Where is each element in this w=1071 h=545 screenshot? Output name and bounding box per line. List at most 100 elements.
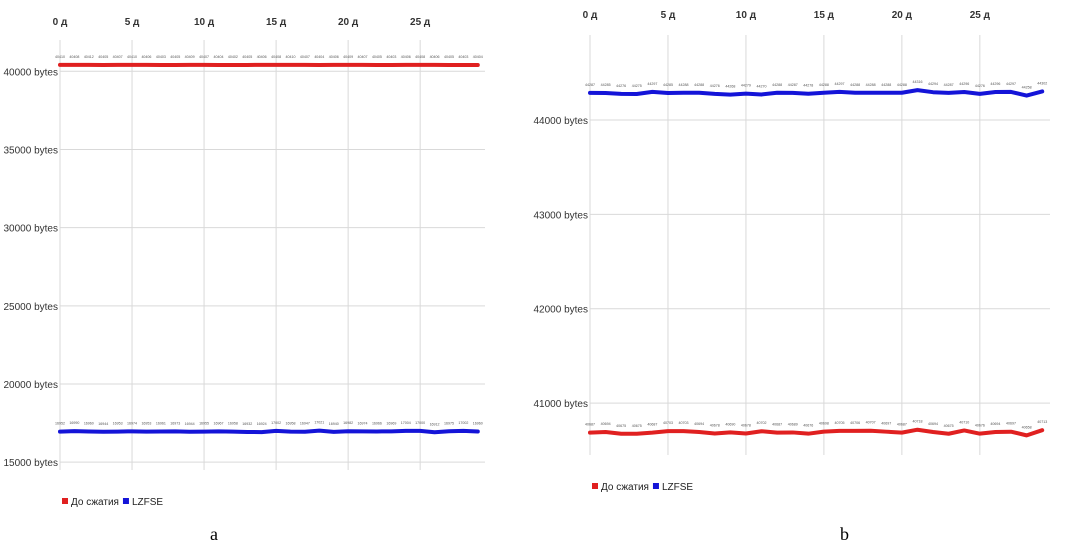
data-label: 40410 <box>55 55 65 59</box>
data-label: 16932 <box>242 422 252 426</box>
y-tick-label: 40000 bytes <box>4 67 59 78</box>
x-tick-label: 25 д <box>970 10 991 21</box>
subfigure-label-b: b <box>840 524 849 544</box>
data-label: 44288 <box>881 83 891 87</box>
data-label: 40408 <box>271 55 281 59</box>
data-label: 16953 <box>141 422 151 426</box>
data-label: 44285 <box>663 83 673 87</box>
data-label: 40675 <box>944 424 954 428</box>
data-label: 40675 <box>632 424 642 428</box>
x-tick-label: 0 д <box>53 17 68 28</box>
data-label: 40694 <box>694 422 704 426</box>
data-label: 16974 <box>358 421 368 425</box>
data-label: 40702 <box>757 421 767 425</box>
x-tick-label: 25 д <box>410 17 431 28</box>
data-label: 16982 <box>343 421 353 425</box>
data-label: 16961 <box>156 422 166 426</box>
data-label: 16990 <box>69 421 79 425</box>
x-tick-label: 20 д <box>338 17 359 28</box>
data-label: 16924 <box>257 422 267 426</box>
data-label: 40409 <box>343 55 353 59</box>
data-label: 40403 <box>156 55 166 59</box>
chart-b-svg: 0 д 5 д 10 д 15 д 20 д 25 д 44000 bytes 43000 b… <box>534 10 1050 493</box>
x-tick-label: 15 д <box>266 17 287 28</box>
data-label: 40687 <box>647 423 657 427</box>
y-tick-label: 35000 bytes <box>4 145 59 156</box>
data-label: 40404 <box>473 55 483 59</box>
data-label: 44288 <box>819 83 829 87</box>
data-label: 44288 <box>772 83 782 87</box>
legend-label: До сжатия <box>601 482 649 493</box>
x-tick-label: 20 д <box>892 10 913 21</box>
data-label: 40705 <box>834 421 844 425</box>
data-label: 40694 <box>928 422 938 426</box>
data-label: 44275 <box>632 84 642 88</box>
legend-swatch <box>122 498 129 504</box>
data-label: 44288 <box>866 83 876 87</box>
data-label: 17002 <box>271 421 281 425</box>
y-tick-label: 44000 bytes <box>534 116 589 127</box>
data-label: 17021 <box>314 421 324 425</box>
chart-panel-a: 0 д 5 д 10 д 15 д 20 д 25 д 40000 bytes 35000 b… <box>4 17 485 544</box>
data-label: 40687 <box>897 423 907 427</box>
data-label: 40407 <box>199 55 209 59</box>
data-label: 44302 <box>1037 81 1047 85</box>
data-label: 44287 <box>585 83 595 87</box>
data-label: 16973 <box>170 421 180 425</box>
data-label: 16960 <box>84 422 94 426</box>
data-label: 40405 <box>98 55 108 59</box>
data-label: 44268 <box>725 85 735 89</box>
data-label: 16947 <box>300 422 310 426</box>
data-label: 44296 <box>990 82 1000 86</box>
y-tick-label: 25000 bytes <box>4 302 59 313</box>
data-label: 44288 <box>897 83 907 87</box>
data-label: 40689 <box>788 422 798 426</box>
data-label: 16969 <box>386 421 396 425</box>
data-label: 40403 <box>458 55 468 59</box>
data-label: 44276 <box>710 84 720 88</box>
data-label: 16975 <box>444 421 454 425</box>
data-label: 40405 <box>170 55 180 59</box>
data-label: 16944 <box>185 422 195 426</box>
data-label: 40676 <box>975 424 985 428</box>
series-line-before-compression <box>588 427 1045 438</box>
y-tick-label: 30000 bytes <box>4 224 59 235</box>
x-tick-label: 10 д <box>736 10 757 21</box>
data-label: 40694 <box>990 422 1000 426</box>
data-label: 40678 <box>710 423 720 427</box>
data-label: 40698 <box>819 422 829 426</box>
data-label: 40658 <box>1022 425 1032 429</box>
data-label: 40407 <box>358 55 368 59</box>
data-label: 44297 <box>1006 82 1016 86</box>
series-line-lzfse <box>58 428 480 435</box>
legend-swatch <box>62 498 68 504</box>
data-label: 16944 <box>98 422 108 426</box>
chart-a-svg: 0 д 5 д 10 д 15 д 20 д 25 д 40000 bytes 35000 b… <box>4 17 485 508</box>
data-label: 44285 <box>601 83 611 87</box>
data-label: 44278 <box>803 84 813 88</box>
data-label: 16958 <box>228 422 238 426</box>
subfigure-label-a: a <box>210 524 218 544</box>
chart-panel-b: 0 д 5 д 10 д 15 д 20 д 25 д 44000 bytes 43000 b… <box>534 0 1071 545</box>
data-label: 16960 <box>473 422 483 426</box>
data-label: 40697 <box>1006 422 1016 426</box>
data-label: 16952 <box>55 422 65 426</box>
data-label: 40706 <box>850 421 860 425</box>
data-label: 40406 <box>401 55 411 59</box>
x-tick-label: 0 д <box>583 10 598 21</box>
data-label: 44294 <box>928 82 938 86</box>
data-label: 44276 <box>616 84 626 88</box>
x-tick-label: 10 д <box>194 17 215 28</box>
data-label: 16966 <box>372 421 382 425</box>
data-label: 40408 <box>415 55 425 59</box>
data-label: 17002 <box>458 421 468 425</box>
data-label: 44270 <box>757 84 767 88</box>
data-label: 16912 <box>430 422 440 426</box>
y-tick-label: 20000 bytes <box>4 380 59 391</box>
x-tick-label: 15 д <box>814 10 835 21</box>
data-label: 40703 <box>663 421 673 425</box>
data-label: 40402 <box>228 55 238 59</box>
data-label: 16967 <box>213 421 223 425</box>
data-label: 40412 <box>84 55 94 59</box>
data-label: 44258 <box>1022 86 1032 90</box>
